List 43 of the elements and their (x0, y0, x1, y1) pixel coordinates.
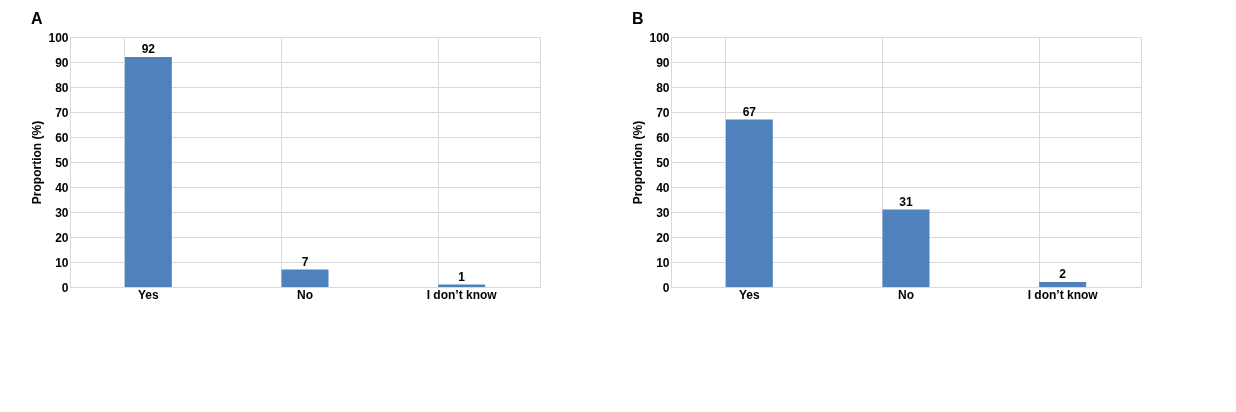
bar (124, 57, 172, 287)
y-tick-label: 70 (656, 105, 670, 120)
chart-title: B (631, 10, 644, 27)
y-tick-label: 20 (55, 230, 69, 245)
y-tick-label: 80 (656, 80, 670, 95)
y-tick-label: 30 (656, 205, 670, 220)
y-tick-label: 0 (61, 280, 69, 295)
y-axis-title: Proportion (%) (30, 120, 45, 205)
bar (1039, 282, 1087, 287)
y-tick-label: 10 (55, 255, 69, 270)
y-tick-label: 100 (649, 30, 670, 45)
y-tick-label: 40 (55, 180, 69, 195)
x-tick-label: Yes (738, 287, 760, 302)
data-label: 2 (1059, 267, 1067, 281)
y-tick-label: 100 (48, 30, 69, 45)
data-label: 92 (141, 42, 156, 56)
y-tick-label: 10 (656, 255, 670, 270)
x-tick-label: No (898, 287, 914, 302)
data-label: 31 (899, 194, 913, 209)
y-tick-label: 60 (55, 130, 69, 145)
chart-title: A (30, 10, 43, 27)
x-tick-label: I don’t know (426, 287, 498, 302)
y-tick-label: 0 (662, 280, 670, 295)
x-tick-label: I don’t know (1027, 287, 1099, 302)
y-tick-label: 20 (656, 230, 670, 245)
x-tick-label: Yes (137, 287, 159, 302)
data-label: 67 (742, 104, 757, 119)
y-tick-label: 90 (55, 55, 69, 70)
y-tick-label: 90 (656, 55, 670, 70)
y-axis-title: Proportion (%) (631, 120, 646, 205)
data-label: 1 (458, 269, 466, 284)
y-tick-label: 50 (55, 155, 69, 170)
y-tick-label: 80 (55, 80, 69, 95)
x-tick-label: No (297, 287, 313, 302)
bar (882, 209, 930, 287)
y-tick-label: 30 (55, 205, 69, 220)
data-label: 7 (301, 254, 309, 269)
y-tick-label: 60 (656, 130, 670, 145)
bar (725, 119, 773, 287)
y-tick-label: 40 (656, 180, 670, 195)
y-tick-label: 50 (656, 155, 670, 170)
y-tick-label: 70 (55, 105, 69, 120)
bar (281, 269, 329, 287)
